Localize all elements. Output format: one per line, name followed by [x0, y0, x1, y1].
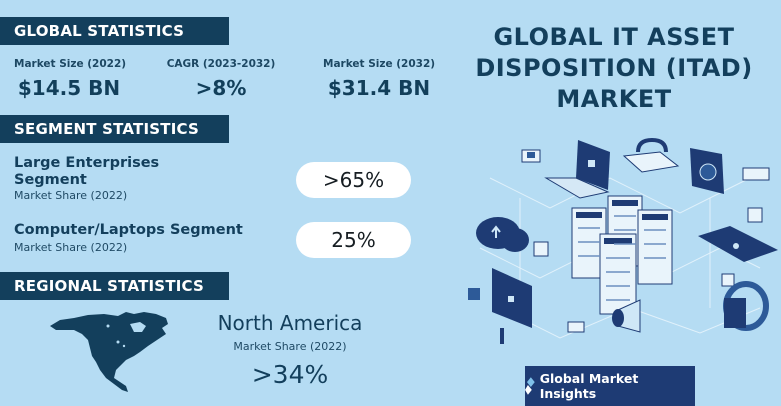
- chip-cube-icon: [721, 273, 735, 287]
- megaphone-icon: [612, 299, 641, 333]
- laptop-icon: [544, 140, 610, 199]
- stat-label: Market Size (2032): [323, 58, 436, 70]
- segment-title: Computer/Laptops Segment: [14, 222, 243, 238]
- global-statistics-heading: GLOBAL STATISTICS: [0, 17, 229, 45]
- north-america-map-icon: [50, 312, 168, 392]
- regional-statistics-heading: REGIONAL STATISTICS: [0, 272, 229, 300]
- region-name: North America: [217, 311, 363, 335]
- region-subtitle: Market Share (2022): [233, 340, 347, 353]
- global-market-insights-logo: Global Market Insights: [525, 366, 695, 406]
- stat-label: CAGR (2023-2032): [166, 58, 276, 70]
- smartphone-icon: [698, 226, 778, 262]
- title-line: DISPOSITION (ITAD): [475, 54, 753, 82]
- logo-diamond-icon: [525, 377, 535, 395]
- logo-text: Global Market Insights: [539, 371, 639, 401]
- chip-cube-icon: [747, 207, 763, 223]
- segment-value-pill: >65%: [296, 162, 411, 198]
- chip-cube-icon: [468, 288, 480, 300]
- segment-large-enterprises: Large Enterprises Segment Market Share (…: [14, 155, 159, 203]
- segment-title: Large Enterprises: [14, 155, 160, 171]
- segment-subtitle: Market Share (2022): [14, 241, 128, 254]
- segment-statistics-heading: SEGMENT STATISTICS: [0, 115, 229, 143]
- chip-cube-icon: [567, 321, 585, 333]
- chip-cube-icon: [533, 241, 549, 257]
- stat-market-size-2022: Market Size (2022) $14.5 BN: [14, 58, 127, 100]
- cloud-upload-icon: [476, 217, 529, 252]
- stat-value: >8%: [195, 76, 247, 100]
- chip-cube-icon: [521, 149, 541, 163]
- segment-value-pill: 25%: [296, 222, 411, 258]
- region-value: >34%: [251, 360, 329, 389]
- stat-market-size-2032: Market Size (2032) $31.4 BN: [323, 58, 435, 100]
- page-title: GLOBAL IT ASSET DISPOSITION (ITAD) MARKE…: [447, 22, 781, 115]
- segment-title-cont: Segment: [14, 172, 87, 188]
- title-line: GLOBAL IT ASSET: [493, 23, 735, 51]
- smartwatch-icon: [723, 281, 769, 331]
- segment-computer-laptops: Computer/Laptops Segment Market Share (2…: [14, 222, 243, 255]
- segment-subtitle: Market Share (2022): [14, 189, 128, 202]
- it-devices-illustration: [468, 138, 778, 344]
- stat-value: $31.4 BN: [327, 76, 431, 100]
- padlock-icon: [622, 138, 680, 173]
- hard-drive-icon: [690, 148, 724, 194]
- server-rack-icon: [571, 195, 673, 315]
- monitor-icon: [492, 268, 532, 344]
- stat-cagr: CAGR (2023-2032) >8%: [166, 58, 276, 100]
- chip-cube-icon: [742, 167, 770, 181]
- title-line: MARKET: [556, 85, 672, 113]
- stat-value: $14.5 BN: [17, 76, 121, 100]
- stat-label: Market Size (2022): [14, 58, 127, 70]
